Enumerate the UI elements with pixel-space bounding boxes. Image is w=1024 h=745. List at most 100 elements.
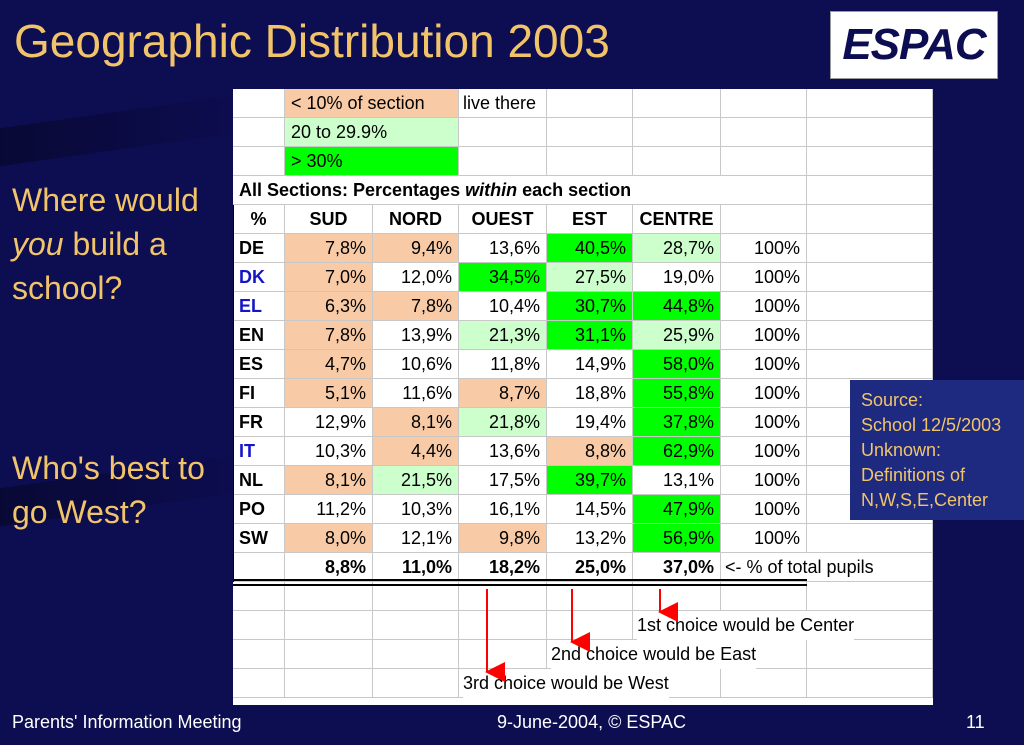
value-cell: 10,4% [459,292,547,321]
grid-cell [285,611,373,640]
total-cell: 18,2% [459,553,547,582]
value-cell: 44,8% [633,292,721,321]
value-cell: 8,8% [547,437,633,466]
question-text-pre: Where would [12,182,199,218]
value-cell: 21,8% [459,408,547,437]
row-label: DE [233,234,285,263]
value-cell: 18,8% [547,379,633,408]
value-cell: 14,5% [547,495,633,524]
page-number: 11 [966,712,985,732]
source-line: N,W,S,E,Center [861,490,989,510]
column-header: SUD [285,205,373,234]
row-total: 100% [721,408,807,437]
table-frame [233,205,234,582]
row-total: 100% [721,466,807,495]
value-cell: 21,3% [459,321,547,350]
question-build-school: Where would you build a school? [12,178,222,310]
value-cell: 47,9% [633,495,721,524]
value-cell: 12,1% [373,524,459,553]
value-cell: 11,2% [285,495,373,524]
grid-cell [547,147,633,176]
row-total: 100% [721,495,807,524]
value-cell: 39,7% [547,466,633,495]
grid-cell [233,611,285,640]
value-cell: 37,8% [633,408,721,437]
grid-cell [721,89,807,118]
source-note: Source: School 12/5/2003 Unknown: Defini… [850,380,1024,520]
row-total: 100% [721,321,807,350]
row-label: IT [233,437,285,466]
grid-cell [233,669,285,698]
grid-cell [547,118,633,147]
value-cell: 13,1% [633,466,721,495]
grid-cell [233,582,285,611]
grid-cell [459,582,547,611]
total-cell: 11,0% [373,553,459,582]
value-cell: 8,7% [459,379,547,408]
grid-cell [459,611,547,640]
value-cell: 13,2% [547,524,633,553]
footer-meeting: Parents' Information Meeting [12,712,242,732]
grid-cell [633,669,721,698]
grid-cell [459,147,547,176]
grid-cell [721,582,807,611]
page-title: Geographic Distribution 2003 [14,15,610,67]
legend-20-30: 20 to 29.9% [285,118,459,147]
grid-cell [459,118,547,147]
value-cell: 7,8% [285,234,373,263]
grid-cell [373,582,459,611]
grid-cell [807,524,933,553]
grid-cell [285,640,373,669]
grid-cell [721,669,807,698]
heading-part: All Sections: Percentages [239,180,466,200]
value-cell: 9,8% [459,524,547,553]
grid-cell [233,640,285,669]
grid-cell [807,350,933,379]
totals-note: <- % of total pupils [721,553,933,582]
espac-logo: ESPAC [830,11,998,79]
row-label: EN [233,321,285,350]
row-label: SW [233,524,285,553]
grid-cell [807,263,933,292]
grid-cell [547,611,633,640]
grid-cell [233,553,285,582]
column-header: OUEST [459,205,547,234]
grid-cell [233,118,285,147]
value-cell: 12,9% [285,408,373,437]
grid-cell [807,321,933,350]
grid-cell [373,611,459,640]
source-line: Source: [861,390,924,410]
value-cell: 10,3% [373,495,459,524]
grid-cell [807,611,933,640]
row-total: 100% [721,292,807,321]
value-cell: 5,1% [285,379,373,408]
value-cell: 28,7% [633,234,721,263]
value-cell: 8,1% [285,466,373,495]
total-cell: 25,0% [547,553,633,582]
row-label: EL [233,292,285,321]
grid-cell [807,205,933,234]
total-cell: 37,0% [633,553,721,582]
grid-cell [807,89,933,118]
totals-double-line [233,579,807,586]
grid-cell [807,118,933,147]
grid-cell [807,147,933,176]
value-cell: 56,9% [633,524,721,553]
row-total: 100% [721,524,807,553]
value-cell: 7,8% [285,321,373,350]
value-cell: 17,5% [459,466,547,495]
value-cell: 55,8% [633,379,721,408]
question-text-post: build a school? [12,226,167,306]
value-cell: 19,0% [633,263,721,292]
grid-cell [233,147,285,176]
column-header: % [233,205,285,234]
row-label: ES [233,350,285,379]
value-cell: 13,9% [373,321,459,350]
source-line: Unknown: [861,440,942,460]
row-total: 100% [721,437,807,466]
value-cell: 16,1% [459,495,547,524]
value-cell: 10,6% [373,350,459,379]
grid-cell [547,582,633,611]
value-cell: 40,5% [547,234,633,263]
